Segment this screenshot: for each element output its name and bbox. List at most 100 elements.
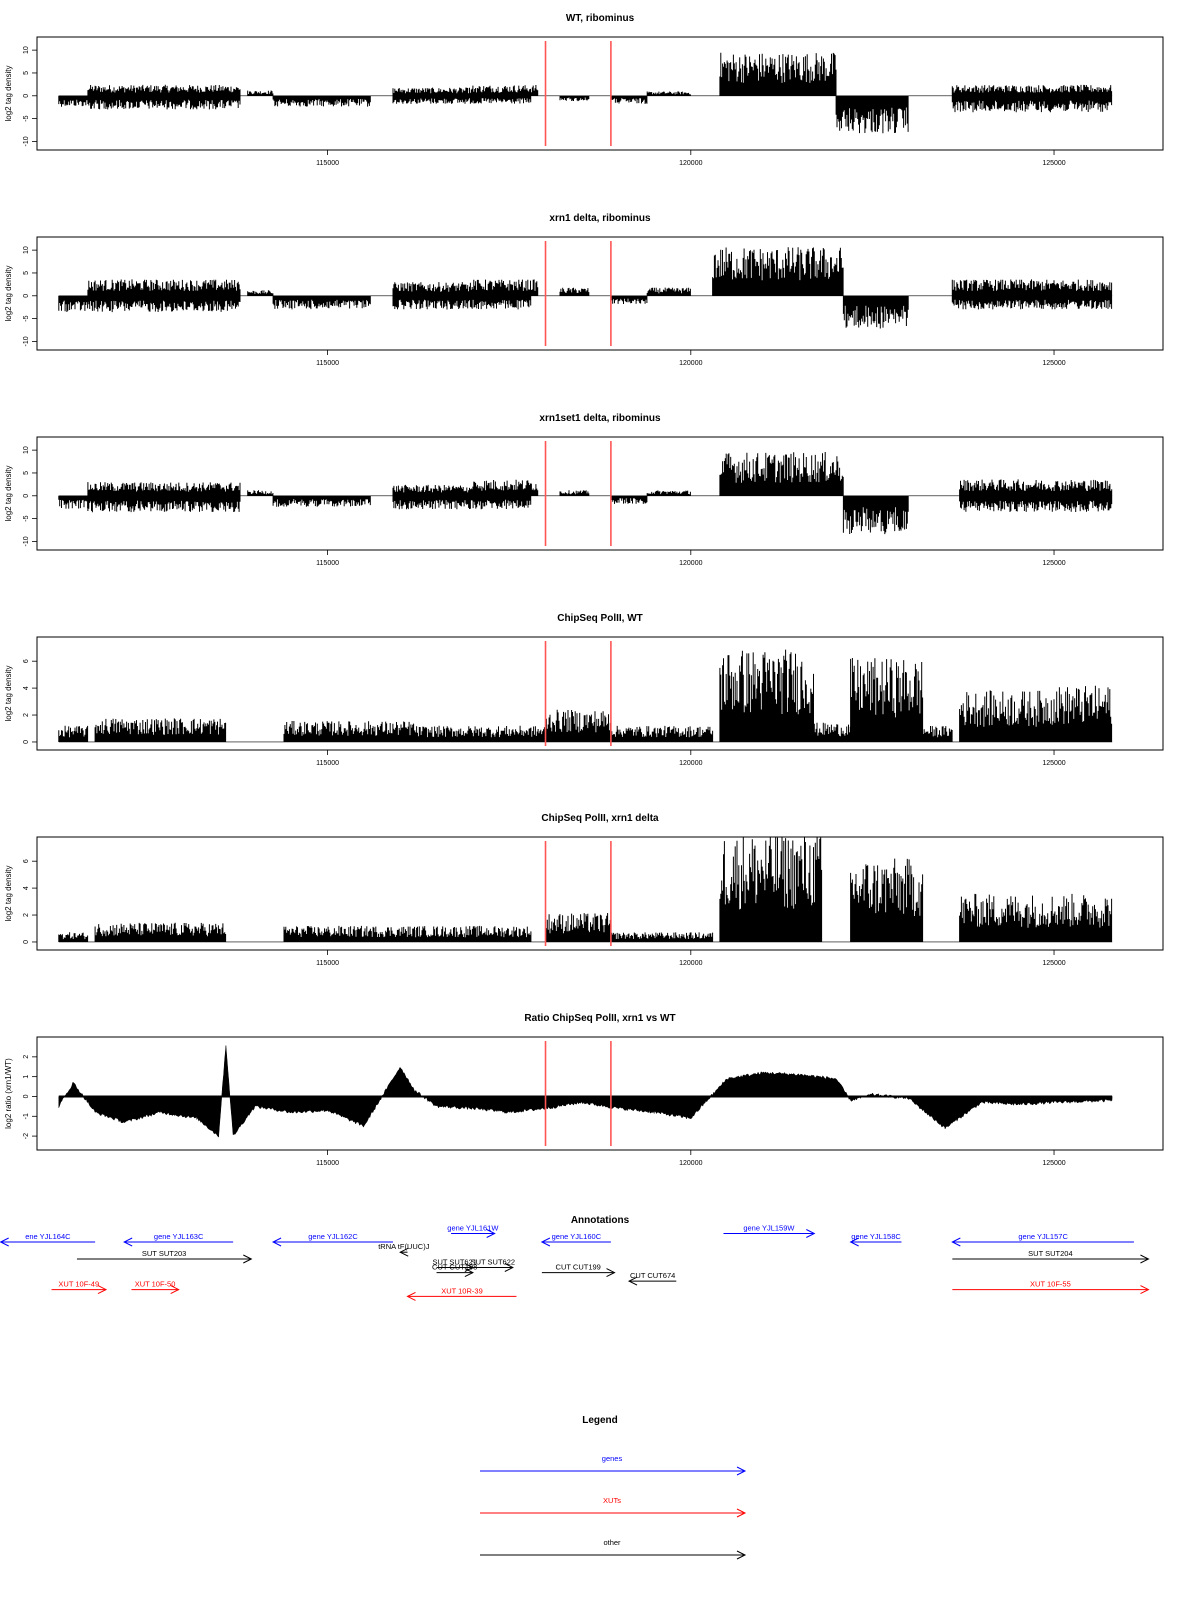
arrowhead (464, 1268, 474, 1278)
signal-segment (414, 925, 532, 942)
signal-segment (392, 495, 532, 510)
signal-bars (283, 925, 415, 942)
signal-bars (472, 479, 539, 496)
annotation-label: XUT 10R-39 (441, 1286, 483, 1295)
signal-bars (951, 295, 1113, 310)
signal-segment (1046, 685, 1113, 742)
annotation-item: XUT 10F-49 (51, 1280, 108, 1295)
ratio-area (58, 1045, 1113, 1138)
x-tick-label: 125000 (1042, 160, 1065, 167)
y-tick-label: -5 (23, 115, 30, 121)
annotation-item: ene YJL164C (0, 1232, 96, 1247)
signal-segment (719, 649, 814, 742)
signal-bars (87, 279, 241, 296)
signal-segment (87, 95, 241, 110)
arrowhead (951, 1237, 961, 1247)
arrowhead (849, 1237, 859, 1247)
y-axis-label: log2 tag density (4, 465, 13, 521)
x-tick-label: 115000 (316, 560, 339, 567)
y-tick-label: 5 (23, 71, 30, 75)
signal-bars (472, 279, 539, 296)
annotation-label: gene YJL163C (154, 1232, 204, 1241)
plot-area (58, 1041, 1113, 1146)
signal-segment (58, 932, 89, 942)
chart-title: xrn1set1 delta, ribominus (539, 413, 661, 424)
signal-bars (392, 282, 473, 296)
signal-segment (850, 858, 924, 942)
signal-segment (610, 495, 648, 504)
signal-bars (58, 95, 89, 107)
signal-segment (959, 495, 1113, 512)
signal-segment (283, 925, 415, 942)
plot-area (58, 837, 1113, 946)
signal-segment (545, 709, 611, 742)
signal-segment (392, 484, 473, 496)
y-axis-label: log2 tag density (4, 865, 13, 921)
signal-bars (835, 95, 909, 134)
y-tick-label: -10 (23, 136, 30, 146)
y-tick-label: 6 (23, 859, 30, 863)
y-tick-label: 2 (23, 913, 30, 917)
signal-segment (545, 913, 611, 942)
signal-bars (712, 247, 844, 296)
legend-item: other (480, 1538, 747, 1560)
x-tick-label: 120000 (679, 1160, 702, 1167)
annotation-label: SUT SUT203 (142, 1249, 186, 1258)
signal-segment (1046, 893, 1113, 942)
annotation-item: SUT SUT622 (471, 1258, 515, 1272)
plot-area (58, 241, 1113, 346)
signal-bars (58, 932, 89, 942)
annotation-item: SUT SUT204 (952, 1249, 1150, 1264)
x-tick-label: 115000 (316, 160, 339, 167)
annotation-item: gene YJL161W (447, 1224, 499, 1238)
y-tick-label: 2 (23, 1055, 30, 1059)
y-tick-label: 1 (23, 1075, 30, 1079)
x-tick-label: 115000 (316, 1160, 339, 1167)
annotation-item: XUT 10R-39 (406, 1286, 517, 1301)
signal-segment (951, 295, 1113, 310)
legend-label: genes (602, 1454, 623, 1463)
y-tick-label: 0 (23, 1094, 30, 1098)
arrowhead (271, 1237, 282, 1247)
annotation-item: gene YJL159W (723, 1224, 816, 1238)
signal-segment (610, 932, 714, 942)
y-axis-label: log2 ratio (xrn1/WT) (4, 1058, 13, 1129)
signal-bars (272, 495, 371, 507)
signal-bars (610, 725, 714, 742)
signal-segment (392, 87, 473, 96)
annotation-item: gene YJL158C (849, 1232, 902, 1247)
legend-title: Legend (582, 1415, 618, 1426)
signal-bars (646, 91, 691, 96)
annotation-label: gene YJL161W (447, 1224, 499, 1233)
signal-segment (87, 495, 241, 513)
y-tick-label: 5 (23, 471, 30, 475)
annotation-label: SUT SUT622 (471, 1258, 515, 1267)
x-tick-label: 125000 (1042, 760, 1065, 767)
y-axis-label: log2 tag density (4, 665, 13, 721)
arrowhead (1140, 1285, 1150, 1295)
signal-bars (392, 484, 473, 496)
signal-bars (247, 490, 274, 496)
signal-segment (87, 482, 241, 496)
signal-segment (58, 725, 89, 742)
signal-segment (94, 718, 227, 742)
signal-bars (610, 495, 648, 504)
annotation-label: gene YJL158C (851, 1232, 901, 1241)
y-tick-label: 2 (23, 713, 30, 717)
signal-bars (922, 726, 953, 742)
y-tick-label: 6 (23, 659, 30, 663)
y-tick-label: 5 (23, 271, 30, 275)
signal-bars (1046, 893, 1113, 942)
y-tick-label: 0 (23, 740, 30, 744)
annotation-label: CUT CUT674 (630, 1271, 675, 1280)
annotation-label: gene YJL159W (743, 1224, 795, 1233)
annotation-item: SUT SUT203 (76, 1249, 253, 1264)
annotation-label: SUT SUT204 (1028, 1249, 1072, 1258)
signal-segment (813, 722, 851, 742)
signal-bars (247, 90, 274, 96)
signal-segment (646, 91, 691, 96)
signal-bars (951, 279, 1113, 296)
y-axis-label: log2 tag density (4, 265, 13, 321)
plot-frame (36, 636, 1164, 751)
